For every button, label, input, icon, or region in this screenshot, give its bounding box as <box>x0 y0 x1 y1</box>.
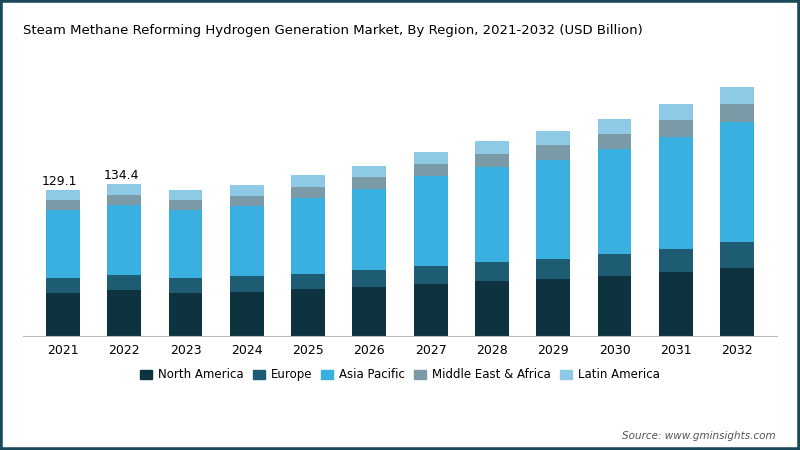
Bar <box>720 104 754 122</box>
Bar <box>659 137 693 249</box>
Bar <box>598 149 631 254</box>
Bar <box>598 254 631 276</box>
Bar <box>414 152 447 164</box>
Bar <box>291 176 325 187</box>
Text: 134.4: 134.4 <box>103 169 139 182</box>
Legend: North America, Europe, Asia Pacific, Middle East & Africa, Latin America: North America, Europe, Asia Pacific, Mid… <box>135 364 665 386</box>
Bar <box>659 272 693 336</box>
Bar <box>536 279 570 336</box>
Bar <box>169 200 202 210</box>
Bar <box>536 131 570 145</box>
Bar <box>46 292 80 336</box>
Bar <box>107 184 141 194</box>
Bar <box>414 176 447 266</box>
Bar <box>598 119 631 134</box>
Bar <box>169 190 202 200</box>
Bar <box>659 249 693 272</box>
Bar <box>353 177 386 189</box>
Bar <box>230 292 264 336</box>
Bar <box>230 185 264 196</box>
Bar <box>46 200 80 210</box>
Bar <box>720 122 754 242</box>
Bar <box>720 268 754 336</box>
Bar <box>107 205 141 275</box>
Bar <box>720 242 754 268</box>
Bar <box>169 210 202 278</box>
Bar <box>291 187 325 198</box>
Bar <box>230 196 264 207</box>
Bar <box>107 194 141 205</box>
Bar <box>353 166 386 177</box>
Bar <box>536 145 570 160</box>
Bar <box>475 154 509 167</box>
Bar <box>659 104 693 120</box>
Bar <box>414 164 447 176</box>
Text: Source: www.gminsights.com: Source: www.gminsights.com <box>622 431 776 441</box>
Bar <box>46 190 80 200</box>
Bar <box>107 275 141 290</box>
Bar <box>353 270 386 287</box>
Bar <box>169 278 202 293</box>
Bar <box>414 284 447 336</box>
Bar <box>475 141 509 154</box>
Bar <box>230 276 264 292</box>
Bar <box>230 207 264 276</box>
Bar <box>598 134 631 149</box>
Bar <box>598 276 631 336</box>
Bar <box>291 289 325 336</box>
Bar <box>475 281 509 336</box>
Bar <box>659 120 693 137</box>
Bar <box>353 189 386 270</box>
Bar <box>46 278 80 293</box>
Bar <box>353 287 386 336</box>
Bar <box>536 259 570 279</box>
Bar <box>475 262 509 281</box>
Bar <box>475 167 509 262</box>
Text: 129.1: 129.1 <box>42 175 78 188</box>
Bar <box>46 210 80 278</box>
Bar <box>536 160 570 259</box>
Bar <box>720 87 754 104</box>
Bar <box>291 198 325 274</box>
Text: Steam Methane Reforming Hydrogen Generation Market, By Region, 2021-2032 (USD Bi: Steam Methane Reforming Hydrogen Generat… <box>23 24 642 37</box>
Bar <box>107 290 141 336</box>
Bar <box>414 266 447 284</box>
Bar <box>169 292 202 336</box>
Bar <box>291 274 325 289</box>
